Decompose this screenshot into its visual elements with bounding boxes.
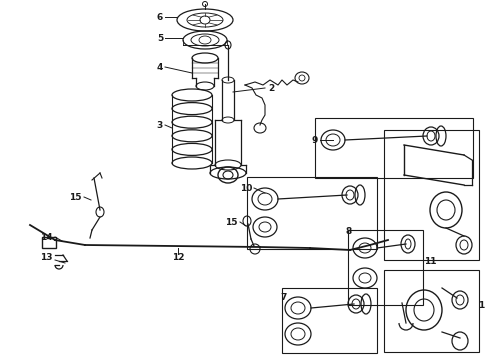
Text: 11: 11: [424, 257, 436, 266]
Text: 3: 3: [157, 121, 163, 130]
Text: 2: 2: [268, 84, 274, 93]
Bar: [42, 237, 56, 248]
Bar: [384, 130, 479, 260]
Text: 10: 10: [240, 184, 252, 193]
Text: 7: 7: [281, 293, 287, 302]
Bar: [348, 230, 423, 305]
Text: 14: 14: [40, 233, 53, 242]
Text: 12: 12: [172, 253, 184, 262]
Text: 6: 6: [157, 13, 163, 22]
Text: 8: 8: [346, 228, 352, 237]
Text: 13: 13: [41, 252, 53, 261]
Text: 5: 5: [157, 33, 163, 42]
Text: 15: 15: [225, 217, 238, 226]
Text: 9: 9: [312, 135, 318, 144]
Bar: [247, 177, 377, 249]
Bar: [384, 270, 479, 352]
Bar: [315, 118, 473, 178]
Text: 1: 1: [478, 301, 484, 310]
Text: 15: 15: [70, 193, 82, 202]
Text: 4: 4: [157, 63, 163, 72]
Bar: [282, 288, 377, 353]
